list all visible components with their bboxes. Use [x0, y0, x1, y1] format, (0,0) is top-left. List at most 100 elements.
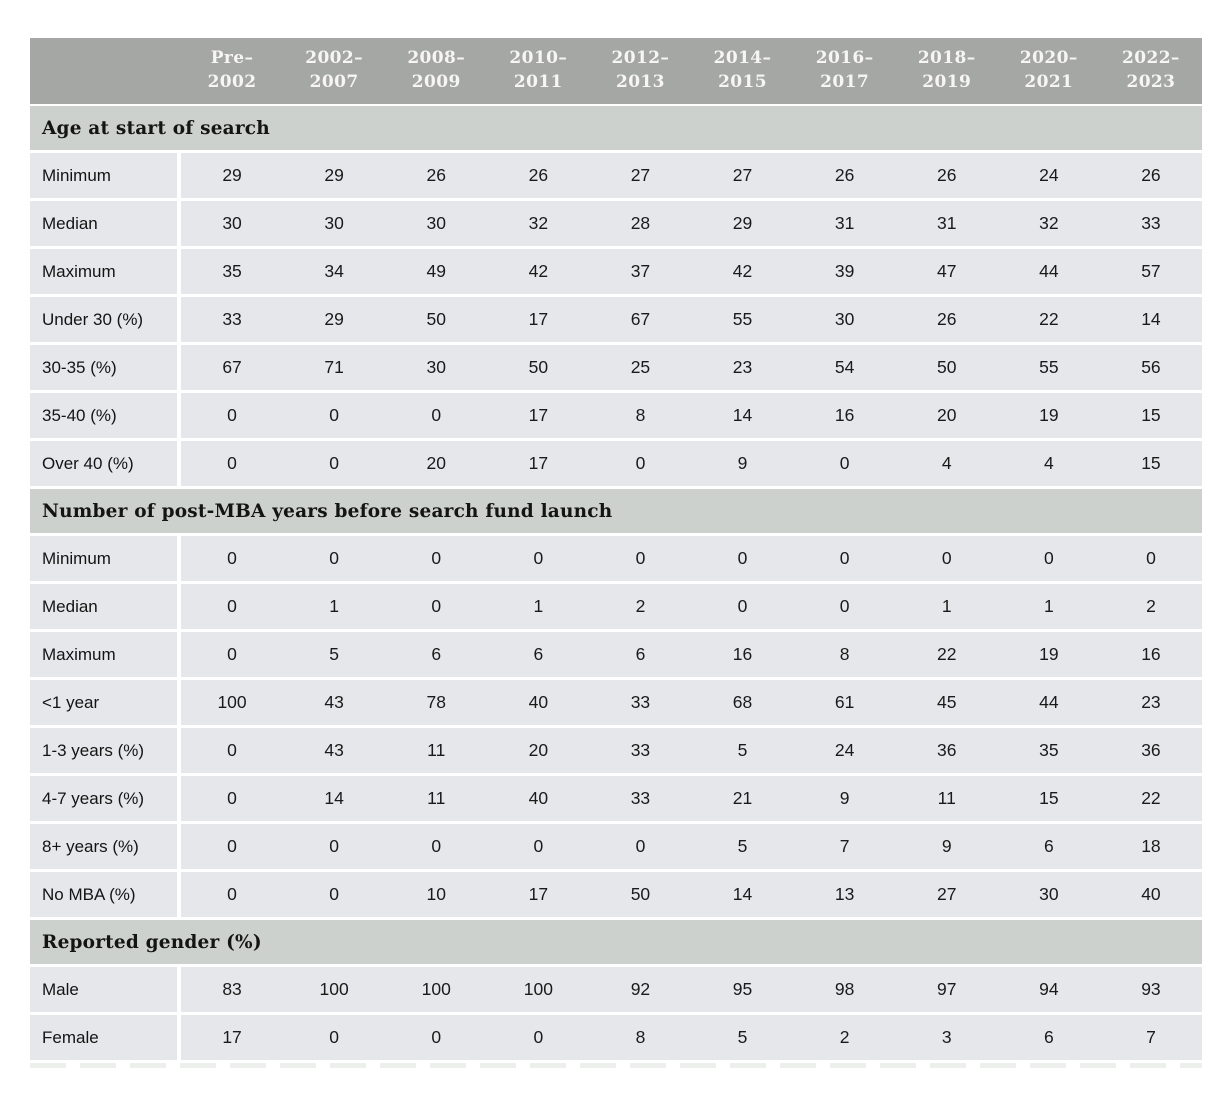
cell-value: 37: [589, 249, 692, 294]
table-row: Median 30 30 30 32 28 29 31 31 32 33: [30, 201, 1202, 246]
cell-value: 30: [283, 201, 386, 246]
cell-value: 5: [691, 728, 794, 773]
cell-value: 30: [997, 872, 1100, 917]
cell-value: 6: [997, 1015, 1100, 1060]
cell-value: 71: [283, 345, 386, 390]
cell-value: 36: [895, 728, 998, 773]
row-label: Minimum: [30, 153, 177, 198]
cell-value: 27: [589, 153, 692, 198]
cell-value: 22: [1099, 776, 1202, 821]
table-row: 30-35 (%) 67 71 30 50 25 23 54 50 55 56: [30, 345, 1202, 390]
table-row: Minimum 0 0 0 0 0 0 0 0 0 0: [30, 536, 1202, 581]
cell-value: 7: [1099, 1015, 1202, 1060]
cell-value: 4: [997, 441, 1100, 486]
cell-value: 0: [385, 824, 488, 869]
period-table: Pre– 2002 2002– 2007 2008– 2009 2010– 2011 2…: [30, 38, 1202, 1068]
table-row: 4-7 years (%) 0 14 11 40 33 21 9 11 15 22: [30, 776, 1202, 821]
cell-value: 44: [997, 680, 1100, 725]
table-row: Minimum 29 29 26 26 27 27 26 26 24 26: [30, 153, 1202, 198]
cell-value: 1: [283, 584, 386, 629]
cell-value: 0: [793, 441, 896, 486]
cell-value: 6: [487, 632, 590, 677]
table-row: Male 83 100 100 100 92 95 98 97 94 93: [30, 967, 1202, 1012]
table-row: Median 0 1 0 1 2 0 0 1 1 2: [30, 584, 1202, 629]
cell-value: 0: [589, 441, 692, 486]
cell-value: 0: [181, 536, 284, 581]
cell-value: 0: [793, 536, 896, 581]
cell-value: 15: [997, 776, 1100, 821]
cell-value: 27: [895, 872, 998, 917]
column-header: 2010– 2011: [509, 48, 568, 92]
cell-value: 98: [793, 967, 896, 1012]
cell-value: 29: [181, 153, 284, 198]
cell-value: 0: [181, 776, 284, 821]
column-header: 2014– 2015: [713, 48, 772, 92]
cell-value: 100: [283, 967, 386, 1012]
cell-value: 19: [997, 393, 1100, 438]
cell-value: 95: [691, 967, 794, 1012]
cell-value: 23: [691, 345, 794, 390]
cell-value: 57: [1099, 249, 1202, 294]
table-row: 1-3 years (%) 0 43 11 20 33 5 24 36 35 36: [30, 728, 1202, 773]
table-row: No MBA (%) 0 0 10 17 50 14 13 27 30 40: [30, 872, 1202, 917]
cell-value: 43: [283, 680, 386, 725]
cell-value: 50: [385, 297, 488, 342]
cell-value: 33: [589, 680, 692, 725]
cell-value: 0: [181, 632, 284, 677]
cell-value: 33: [181, 297, 284, 342]
cell-value: 17: [487, 297, 590, 342]
table-row: 35-40 (%) 0 0 0 17 8 14 16 20 19 15: [30, 393, 1202, 438]
cell-value: 4: [895, 441, 998, 486]
cell-value: 42: [487, 249, 590, 294]
cell-value: 26: [487, 153, 590, 198]
cell-value: 39: [793, 249, 896, 294]
cell-value: 27: [691, 153, 794, 198]
cell-value: 8: [589, 1015, 692, 1060]
cell-value: 40: [487, 776, 590, 821]
cell-value: 30: [181, 201, 284, 246]
cell-value: 1: [895, 584, 998, 629]
cell-value: 100: [181, 680, 284, 725]
cell-value: 40: [1099, 872, 1202, 917]
cell-value: 3: [895, 1015, 998, 1060]
cell-value: 67: [181, 345, 284, 390]
cell-value: 15: [1099, 393, 1202, 438]
table-row: <1 year 100 43 78 40 33 68 61 45 44 23: [30, 680, 1202, 725]
cell-value: 2: [589, 584, 692, 629]
cell-value: 9: [793, 776, 896, 821]
cell-value: 11: [895, 776, 998, 821]
cell-value: 55: [997, 345, 1100, 390]
cell-value: 0: [181, 584, 284, 629]
cell-value: 22: [895, 632, 998, 677]
cell-value: 78: [385, 680, 488, 725]
cell-value: 5: [283, 632, 386, 677]
cell-value: 20: [487, 728, 590, 773]
cell-value: 22: [997, 297, 1100, 342]
cell-value: 40: [487, 680, 590, 725]
cell-value: 0: [487, 824, 590, 869]
table-row: Female 17 0 0 0 8 5 2 3 6 7: [30, 1015, 1202, 1060]
cell-value: 35: [181, 249, 284, 294]
section-title: Age at start of search: [42, 117, 270, 139]
table-row: Maximum 0 5 6 6 6 16 8 22 19 16: [30, 632, 1202, 677]
cell-value: 56: [1099, 345, 1202, 390]
cell-value: 0: [181, 728, 284, 773]
column-header: 2002– 2007: [305, 48, 364, 92]
cell-value: 15: [1099, 441, 1202, 486]
cell-value: 0: [793, 584, 896, 629]
cell-value: 17: [181, 1015, 284, 1060]
row-label: Over 40 (%): [30, 441, 177, 486]
cell-value: 20: [895, 393, 998, 438]
cell-value: 26: [385, 153, 488, 198]
cell-value: 25: [589, 345, 692, 390]
cell-value: 50: [487, 345, 590, 390]
cell-value: 29: [691, 201, 794, 246]
row-label: 1-3 years (%): [30, 728, 177, 773]
cell-value: 14: [691, 393, 794, 438]
cell-value: 26: [895, 153, 998, 198]
cell-value: 0: [283, 441, 386, 486]
column-header: 2018– 2019: [917, 48, 976, 92]
table-row: Maximum 35 34 49 42 37 42 39 47 44 57: [30, 249, 1202, 294]
cell-value: 10: [385, 872, 488, 917]
row-label: No MBA (%): [30, 872, 177, 917]
